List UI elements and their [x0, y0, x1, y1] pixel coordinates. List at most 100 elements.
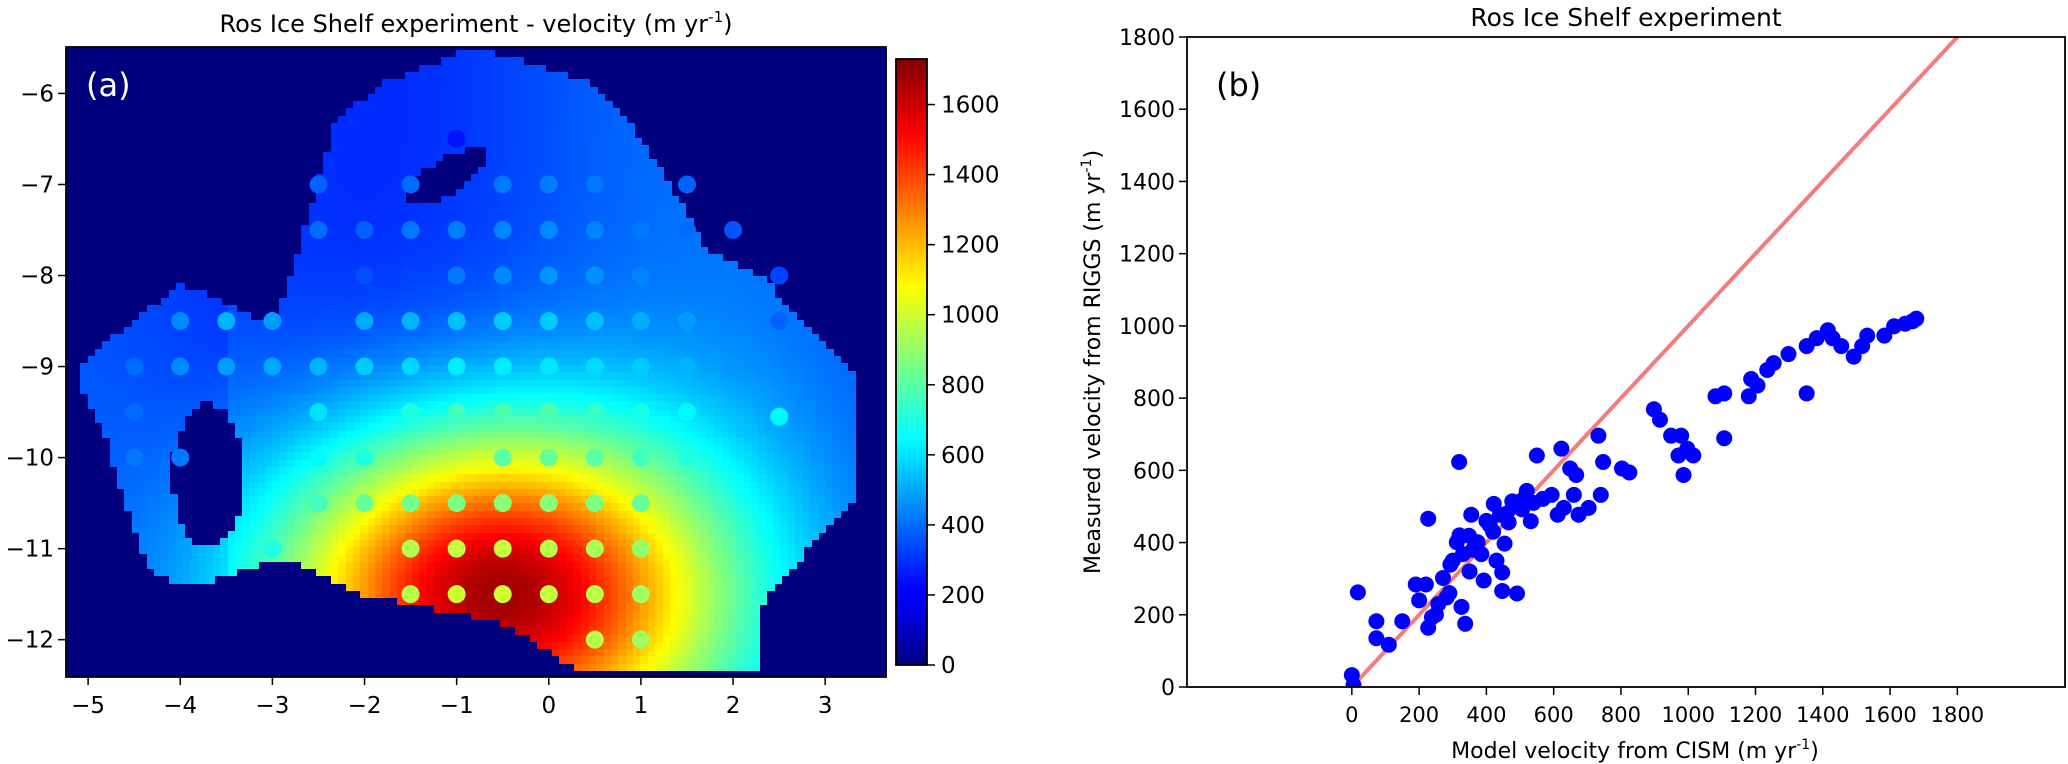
- measurement-point: [309, 220, 328, 239]
- y-tick-label: −12: [5, 628, 54, 654]
- scatter-point: [1780, 346, 1797, 363]
- scatter-point: [1434, 569, 1451, 586]
- scatter-point: [1444, 552, 1461, 569]
- scatter-point: [1475, 572, 1492, 589]
- measurement-point: [401, 357, 420, 376]
- x-tick-label: 1200: [1729, 703, 1782, 727]
- measurement-point: [309, 494, 328, 513]
- colorbar-tick-label: 200: [941, 583, 985, 609]
- scatter-point: [1590, 427, 1607, 444]
- x-tick-label: 600: [1534, 703, 1574, 727]
- colorbar-tick-label: 1600: [941, 93, 1000, 119]
- scatter-point: [1464, 541, 1481, 558]
- x-tick-label: 0: [1345, 703, 1358, 727]
- scatter-point: [1411, 592, 1428, 609]
- measurement-point: [355, 448, 374, 467]
- measurement-point: [125, 448, 144, 467]
- measurement-point: [585, 266, 604, 285]
- panel-b: Ros Ice Shelf experiment (b) 0 200 400 600 8…: [1079, 3, 2066, 764]
- scatter-point: [1553, 440, 1570, 457]
- colorbar-tick-label: 1200: [941, 233, 1000, 259]
- scatter-point: [1565, 486, 1582, 503]
- x-tick-label: 800: [1601, 703, 1641, 727]
- measurement-point: [585, 448, 604, 467]
- measurement-point: [677, 266, 696, 285]
- measurement-point: [401, 220, 420, 239]
- measurement-point: [677, 403, 696, 422]
- scatter-point: [1345, 677, 1362, 687]
- x-tick-label: 0: [541, 693, 556, 719]
- measurement-point: [493, 403, 512, 422]
- measurement-point: [631, 448, 650, 467]
- measurement-point: [585, 494, 604, 513]
- measurement-point: [677, 312, 696, 331]
- colorbar-ticks: 0 200 400 600 800 1000 1200 1400 1600: [927, 93, 1000, 679]
- panel-a-ticks: −5 −4 −3 −2 −1 0 1 2 3−6−7−8−9−10−11−12: [5, 81, 832, 719]
- y-tick-label: 1800: [1119, 26, 1175, 51]
- y-tick-label: 800: [1133, 387, 1175, 412]
- scatter-point: [1595, 454, 1612, 471]
- scatter-point: [1494, 564, 1511, 581]
- colorbar-tick-label: 400: [941, 513, 985, 539]
- measurement-point: [355, 494, 374, 513]
- measurement-point: [447, 494, 466, 513]
- panel-a-title: Ros Ice Shelf experiment - velocity (m y…: [219, 8, 732, 38]
- y-tick-label: −10: [5, 446, 54, 472]
- scatter-point: [1420, 510, 1437, 527]
- measurement-point: [447, 220, 466, 239]
- measurement-point: [171, 312, 190, 331]
- panel-a: Ros Ice Shelf experiment - velocity (m y…: [5, 8, 999, 719]
- scatter-point: [1675, 467, 1692, 484]
- scatter-point: [1368, 613, 1385, 630]
- scatter-point: [1716, 385, 1733, 402]
- measurement-point: [539, 403, 558, 422]
- measurement-point: [493, 266, 512, 285]
- scatter-point: [1457, 615, 1474, 632]
- measurement-point: [447, 357, 466, 376]
- measurement-point: [171, 448, 190, 467]
- x-tick-label: 1400: [1796, 703, 1849, 727]
- measurement-point: [447, 585, 466, 604]
- measurement-point: [401, 266, 420, 285]
- scatter-point: [1528, 447, 1545, 464]
- scatter-point: [1749, 377, 1766, 394]
- measurement-point: [631, 312, 650, 331]
- measurement-point: [677, 175, 696, 194]
- panel-b-label: (b): [1216, 66, 1261, 104]
- scatter-point: [1908, 310, 1925, 327]
- measurement-point: [447, 312, 466, 331]
- measurement-point: [309, 175, 328, 194]
- scatter-point: [1488, 552, 1505, 569]
- measurement-point: [585, 175, 604, 194]
- y-tick-label: −8: [20, 264, 54, 290]
- measurement-point: [631, 357, 650, 376]
- measurement-point: [263, 357, 282, 376]
- measurement-point: [447, 539, 466, 558]
- measurement-point: [539, 585, 558, 604]
- measurement-point: [493, 539, 512, 558]
- measurement-point: [217, 312, 236, 331]
- measurement-point: [770, 407, 789, 426]
- measurement-point: [309, 448, 328, 467]
- measurement-point: [493, 312, 512, 331]
- scatter-point: [1798, 385, 1815, 402]
- measurement-point: [309, 357, 328, 376]
- x-tick-label: −2: [348, 693, 382, 719]
- measurement-point: [125, 403, 144, 422]
- scatter-point: [1685, 447, 1702, 464]
- y-tick-label: 600: [1133, 459, 1175, 484]
- scatter-point: [1427, 606, 1444, 623]
- measurement-point: [585, 630, 604, 649]
- measurement-point: [631, 266, 650, 285]
- measurement-point: [401, 312, 420, 331]
- measurement-point: [401, 585, 420, 604]
- measurement-point: [631, 220, 650, 239]
- measurement-point: [447, 266, 466, 285]
- measurement-point: [677, 357, 696, 376]
- measurement-point: [493, 357, 512, 376]
- measurement-point: [539, 539, 558, 558]
- y-tick-label: 1000: [1119, 315, 1175, 340]
- panel-b-ticks: 0 200 400 600 800 1000 1200 1400 1600 1800 0 200 400…: [1119, 26, 1984, 727]
- measurement-point: [677, 448, 696, 467]
- y-tick-label: 1200: [1119, 243, 1175, 268]
